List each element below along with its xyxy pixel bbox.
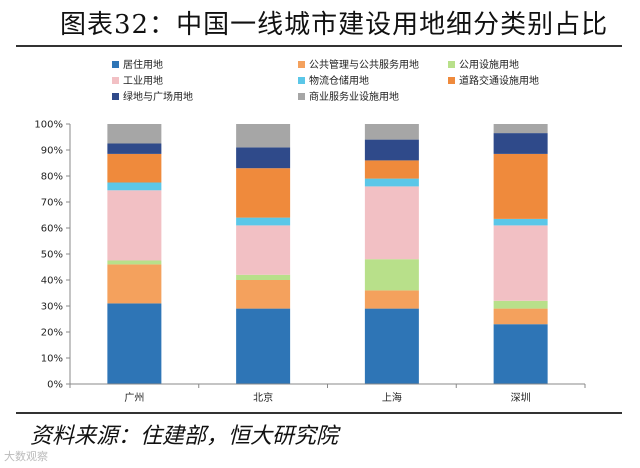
legend-swatch [112, 77, 119, 84]
x-axis: 广州 北京 上海 深圳 [69, 383, 586, 404]
footer-divider [16, 412, 622, 414]
legend-label: 公共管理与公共服务用地 [309, 58, 419, 71]
bar-segment [107, 153, 162, 183]
bar-segment [107, 124, 162, 144]
legend-swatch [298, 61, 305, 68]
bar-segment [493, 133, 548, 154]
bar-segment [236, 217, 291, 226]
legend-swatch [298, 93, 305, 100]
bar-segment [364, 308, 419, 384]
y-tick-label: 20% [41, 328, 63, 339]
bar-segment [493, 218, 548, 226]
bar-segment [107, 190, 162, 261]
bar-segment [364, 290, 419, 309]
bar-segment [107, 260, 162, 265]
bar-segment [364, 139, 419, 161]
y-tick-label: 70% [41, 198, 63, 209]
y-tick-label: 60% [41, 224, 63, 235]
bar-segment [364, 259, 419, 291]
bar-segment [236, 147, 291, 169]
legend-label: 公用设施用地 [459, 58, 519, 71]
legend-swatch [298, 77, 305, 84]
bar-segment [364, 178, 419, 187]
y-axis: 0% 10% 20% 30% 40% 50% 60% 70% 80% 90% 100% [34, 120, 71, 391]
bar-segment [107, 264, 162, 304]
legend-label: 商业服务业设施用地 [309, 90, 399, 103]
bar-segment [493, 124, 548, 134]
y-tick-label: 10% [41, 354, 63, 365]
y-tick-label: 50% [41, 250, 63, 261]
legend-swatch [448, 61, 455, 68]
y-tick-label: 0% [47, 380, 63, 391]
y-tick-label: 40% [41, 276, 63, 287]
bar-segment [236, 274, 291, 280]
bar-segment [364, 186, 419, 260]
bar-segment [236, 124, 291, 148]
legend-label: 工业用地 [123, 74, 163, 87]
y-tick-label: 80% [41, 172, 63, 183]
bar-segment [493, 308, 548, 325]
bar-segment [493, 324, 548, 384]
watermark: 大数观察 [4, 450, 48, 463]
bar-segment [107, 182, 162, 191]
y-tick-label: 90% [41, 146, 63, 157]
legend-swatch [112, 61, 119, 68]
y-tick-label: 100% [34, 120, 63, 131]
bar-segment [493, 300, 548, 309]
legend-label: 绿地与广场用地 [123, 90, 193, 103]
bar-segment [236, 308, 291, 384]
bar-segment [236, 168, 291, 218]
legend-swatch [448, 77, 455, 84]
bar-segment [493, 153, 548, 219]
chart-title: 图表32：中国一线城市建设用地细分类别占比 [60, 10, 609, 40]
x-category-label: 深圳 [511, 392, 531, 404]
x-category-label: 上海 [382, 391, 402, 404]
legend-swatch [112, 93, 119, 100]
title-divider [16, 45, 622, 47]
bar-segment [107, 303, 162, 384]
source-note: 资料来源：住建部，恒大研究院 [30, 424, 339, 449]
bar-segment [236, 280, 291, 309]
bar-segment [107, 143, 162, 154]
x-category-label: 广州 [124, 392, 144, 404]
bar-segment [493, 225, 548, 301]
legend-label: 物流仓储用地 [309, 74, 369, 87]
legend-label: 道路交通设施用地 [459, 74, 539, 87]
bar-segment [236, 225, 291, 275]
x-category-label: 北京 [253, 391, 273, 404]
y-tick-label: 30% [41, 302, 63, 313]
legend-label: 居住用地 [123, 58, 163, 71]
bar-segment [364, 160, 419, 179]
bars-group [107, 124, 548, 384]
bar-segment [364, 124, 419, 140]
